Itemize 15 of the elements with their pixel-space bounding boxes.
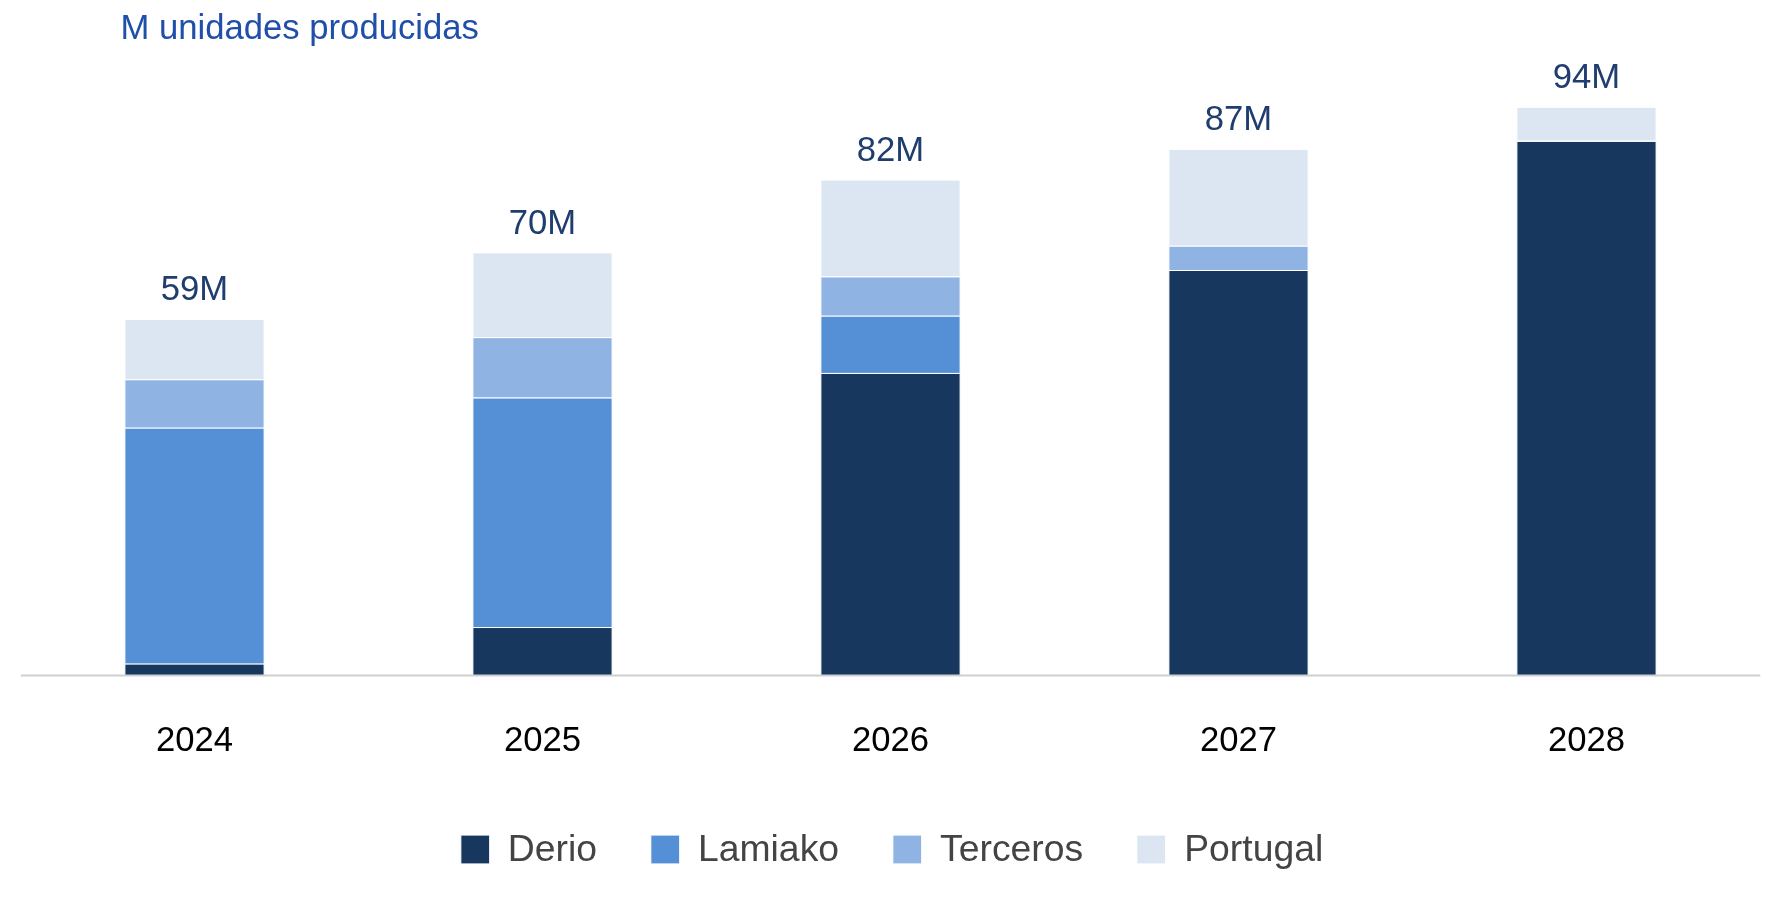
legend-label: Lamiako [697, 827, 840, 870]
annotation: 59M [160, 269, 229, 308]
annotation: 87M [1204, 99, 1273, 138]
annotation: 94M [1552, 57, 1621, 96]
annotation: 70M [508, 202, 577, 241]
x-tick-label: 2025 [503, 719, 582, 758]
chart-title: M unidades producidas [120, 7, 479, 46]
legend-label: Terceros [940, 827, 1084, 870]
x-tick-label: 2027 [1199, 719, 1278, 758]
x-tick-label: 2026 [851, 719, 930, 758]
x-tick-label: 2024 [155, 719, 234, 758]
legend-label: Portugal [1184, 827, 1324, 870]
annotation: 82M [856, 130, 925, 169]
x-tick-label: 2028 [1547, 719, 1626, 758]
legend-label: Derio [507, 827, 597, 870]
